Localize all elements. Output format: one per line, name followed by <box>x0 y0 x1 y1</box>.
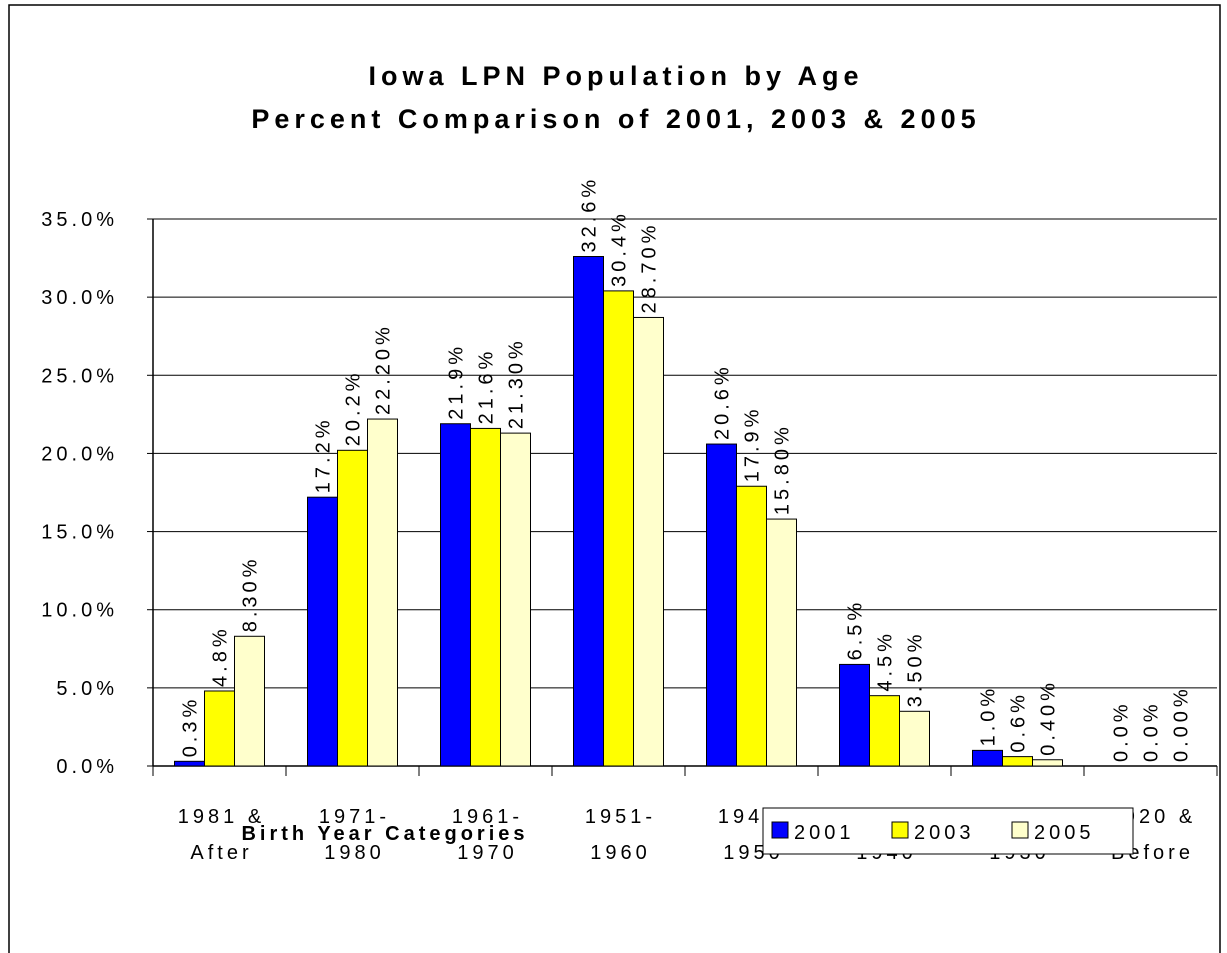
value-label: 20.6% <box>712 363 734 440</box>
value-label: 0.0% <box>1141 700 1163 762</box>
bar <box>307 496 338 767</box>
x-tick-label: 1960 <box>590 842 651 864</box>
value-label: 0.40% <box>1038 679 1060 756</box>
y-tick-label: 5.0% <box>56 678 118 700</box>
value-label: 22.20% <box>373 323 395 415</box>
value-label: 6.5% <box>845 599 867 661</box>
chart-subtitle: Percent Comparison of 2001, 2003 & 2005 <box>251 104 980 134</box>
bar <box>470 427 501 767</box>
x-tick-label: 1980 <box>324 842 385 864</box>
value-label: 21.6% <box>476 348 498 425</box>
y-tick-label: 35.0% <box>41 209 118 231</box>
bar <box>573 256 604 767</box>
value-label: 4.8% <box>210 625 232 687</box>
y-tick-label: 25.0% <box>41 365 118 387</box>
bar <box>500 432 531 767</box>
x-tick-label: 1951- <box>585 806 656 828</box>
bar <box>234 635 265 767</box>
value-label: 17.2% <box>313 416 335 493</box>
bar <box>1032 759 1063 767</box>
value-label: 8.30% <box>240 556 262 633</box>
value-label: 1.0% <box>978 685 1000 747</box>
y-tick-label: 30.0% <box>41 287 118 309</box>
x-tick-label: 1981 & <box>178 806 265 828</box>
bar <box>869 695 900 767</box>
value-label: 30.4% <box>609 210 631 287</box>
bar <box>706 443 737 767</box>
bar <box>337 449 368 767</box>
legend-label: 2003 <box>914 822 975 844</box>
value-label: 28.70% <box>639 222 661 314</box>
value-label: 3.50% <box>905 631 927 708</box>
value-label: 15.80% <box>772 423 794 515</box>
value-label: 21.30% <box>506 337 528 429</box>
value-label: 0.0% <box>1111 700 1133 762</box>
bar <box>736 485 767 767</box>
legend-label: 2001 <box>794 822 855 844</box>
value-label: 0.00% <box>1171 685 1193 762</box>
legend-box <box>762 807 1134 855</box>
legend-swatch <box>771 821 789 839</box>
bar <box>174 760 205 767</box>
chart-title: Iowa LPN Population by Age <box>368 61 863 91</box>
bar <box>972 749 1003 767</box>
bar <box>204 690 235 767</box>
value-label: 20.2% <box>343 370 365 447</box>
value-label: 0.3% <box>180 696 202 758</box>
x-tick-label: 1961- <box>452 806 523 828</box>
value-label: 32.6% <box>579 176 601 253</box>
y-tick-label: 0.0% <box>56 756 118 778</box>
legend-swatch <box>1011 821 1029 839</box>
legend-label: 2005 <box>1034 822 1095 844</box>
value-label: 17.9% <box>742 406 764 483</box>
bar <box>633 316 664 767</box>
bar <box>1002 756 1033 767</box>
x-tick-label: 1971- <box>319 806 390 828</box>
x-axis-label: Birth Year Categories <box>241 823 528 845</box>
value-label: 0.6% <box>1008 691 1030 753</box>
x-tick-label: After <box>190 842 252 864</box>
bar <box>603 290 634 767</box>
y-tick-label: 10.0% <box>41 600 118 622</box>
value-label: 4.5% <box>875 630 897 692</box>
bar <box>440 423 471 767</box>
x-tick-label: 1970 <box>457 842 518 864</box>
y-tick-label: 15.0% <box>41 522 118 544</box>
bar <box>899 710 930 767</box>
value-label: 21.9% <box>446 343 468 420</box>
bar <box>367 418 398 767</box>
bar <box>766 518 797 767</box>
y-tick-label: 20.0% <box>41 443 118 465</box>
legend-swatch <box>891 821 909 839</box>
bar <box>839 663 870 767</box>
